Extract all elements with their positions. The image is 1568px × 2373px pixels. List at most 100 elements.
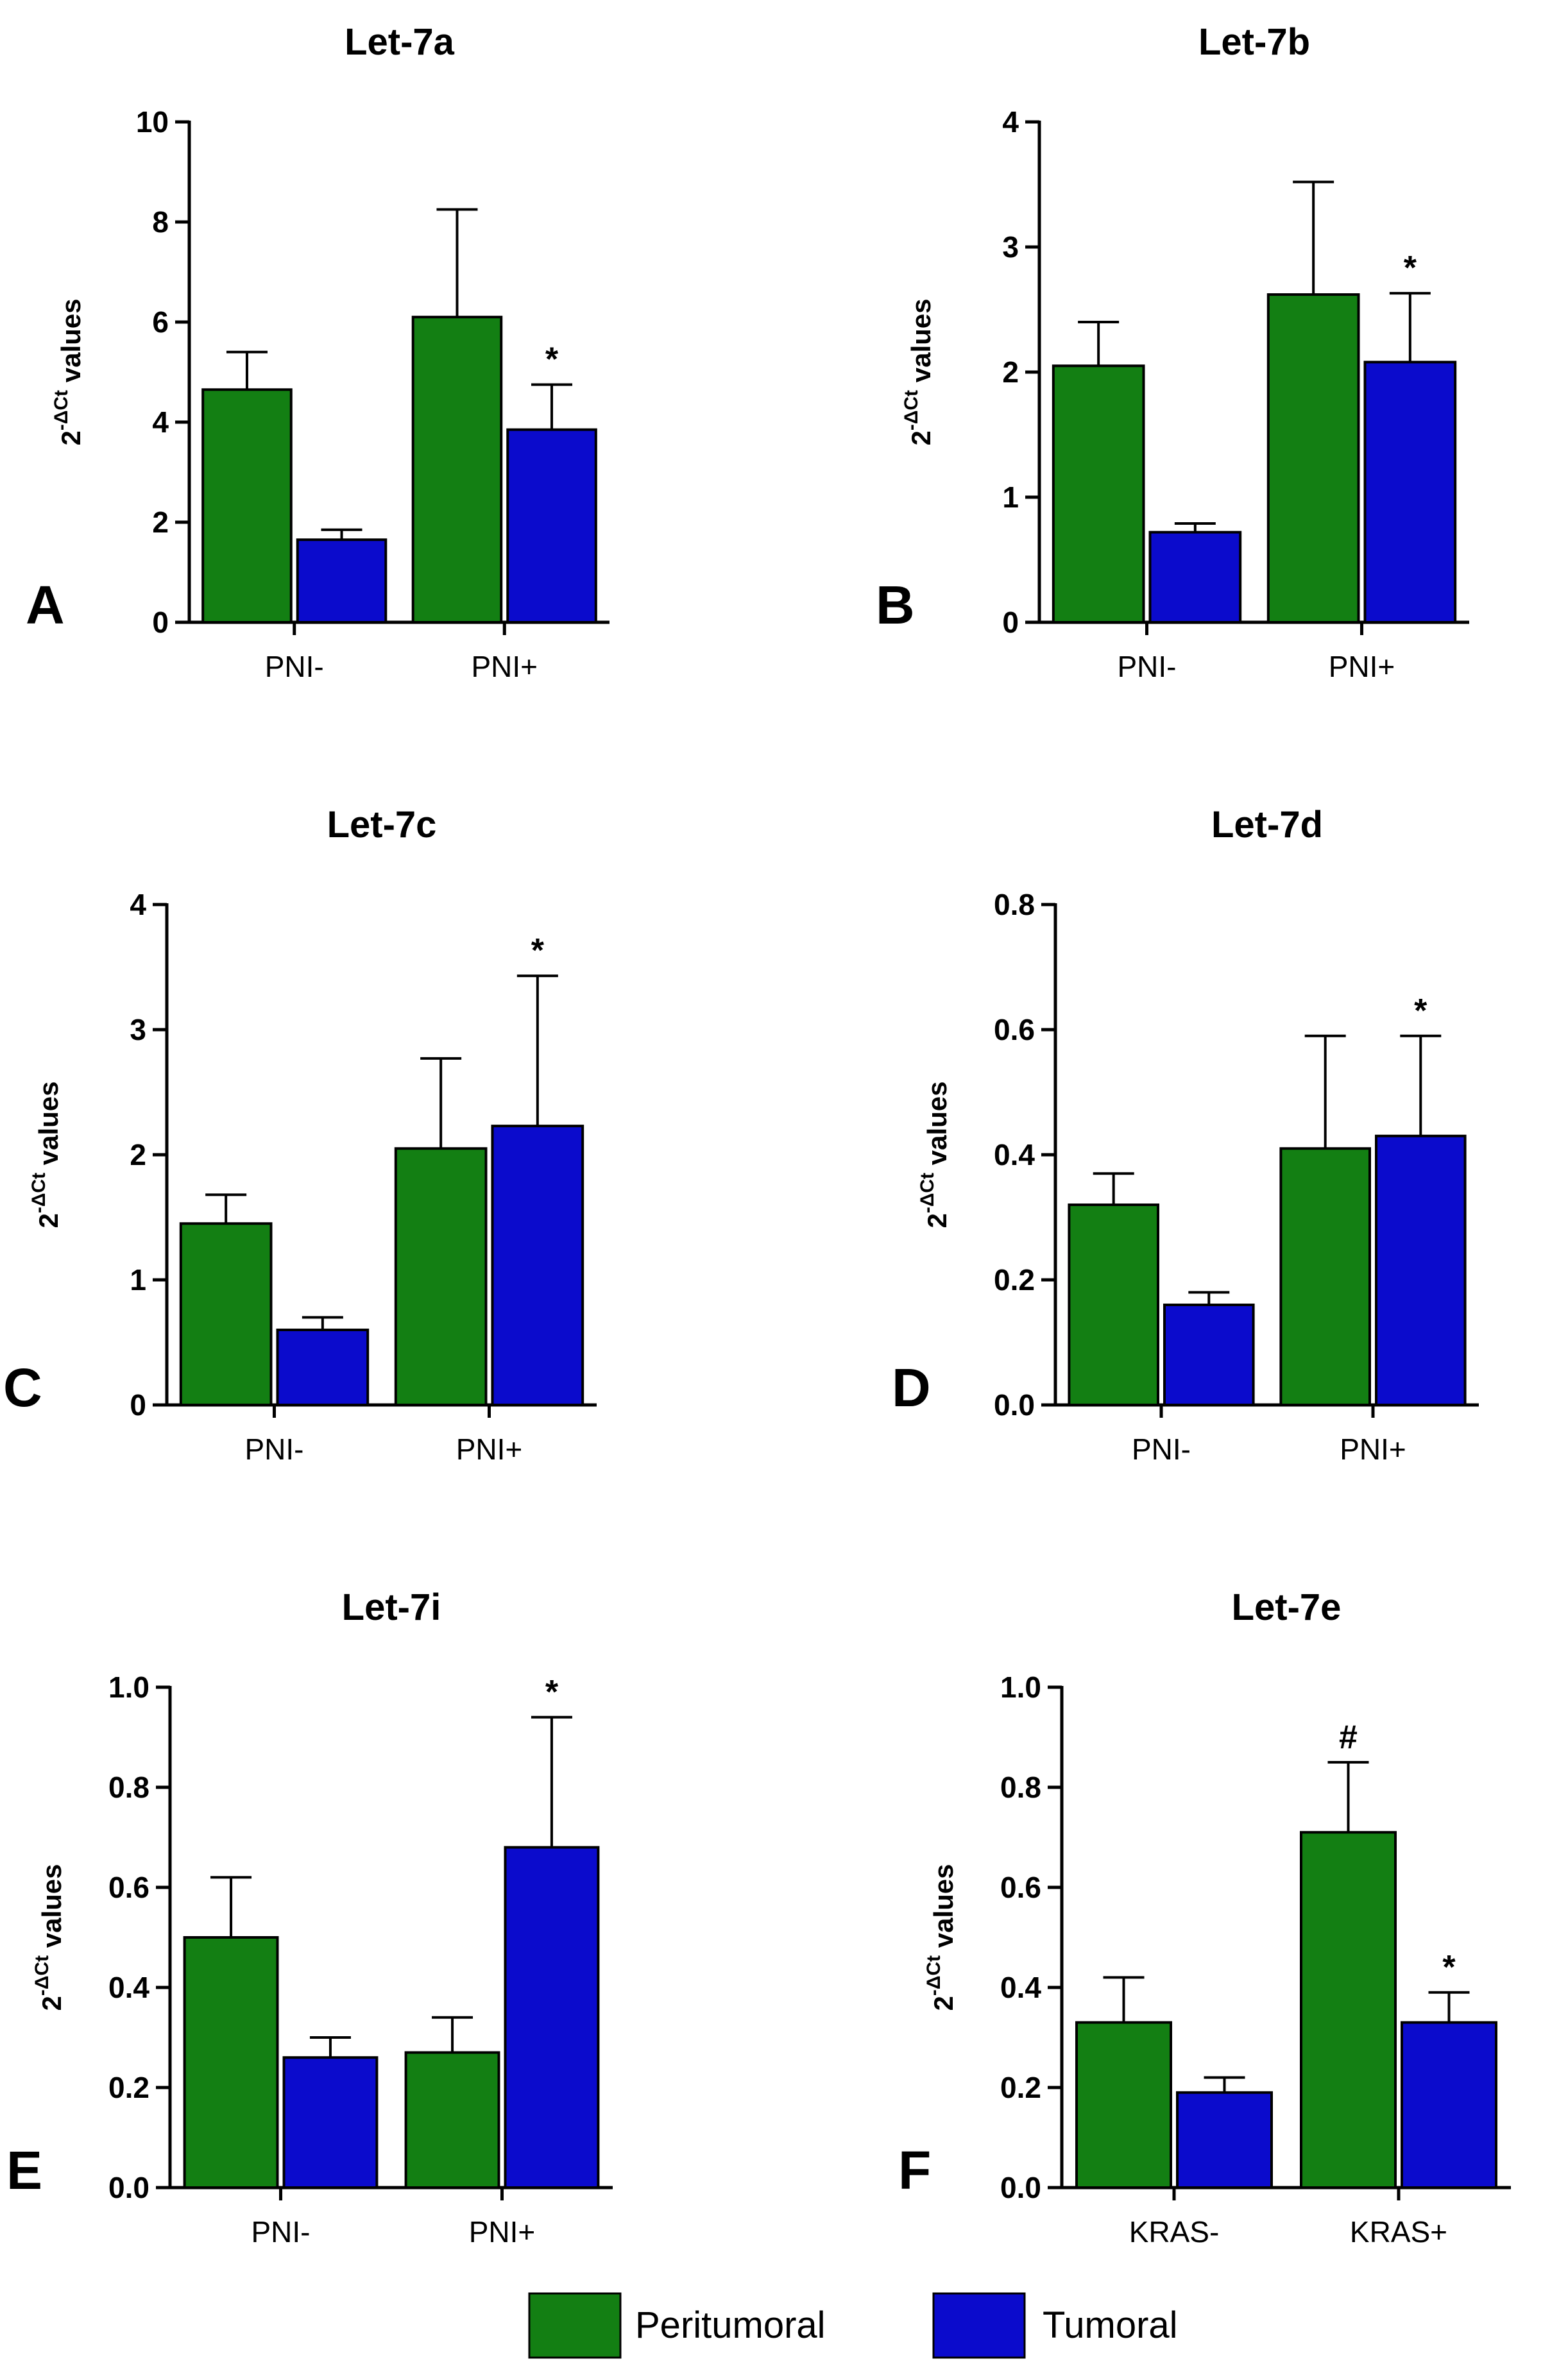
x-category-label: PNI+ (471, 650, 538, 683)
panel-letter: D (892, 1357, 931, 1418)
legend-label-tumoral: Tumoral (1043, 2304, 1178, 2346)
bar-tumoral-pnineg (1163, 1304, 1255, 1406)
y-tick-label: 0 (1002, 606, 1019, 639)
bar-peritumoral-pnipos (1266, 293, 1360, 624)
chart-title: Let-7a (345, 21, 455, 63)
legend: Peritumoral Tumoral (528, 2292, 1178, 2359)
y-axis-label-superscript: -ΔCt (31, 1955, 53, 1996)
y-tick-label: 0.0 (1000, 2171, 1041, 2204)
y-axis-label: 2-ΔCt values (31, 1864, 67, 2011)
bar-tumoral-pnipos (506, 428, 597, 624)
bar-peritumoral-pnineg (183, 1936, 279, 2189)
y-tick-label: 0.2 (108, 2071, 149, 2104)
chart-title: Let-7b (1198, 21, 1310, 63)
bar-peritumoral-pnipos (394, 1147, 488, 1406)
y-tick-label: 0.2 (1000, 2071, 1041, 2104)
bar-peritumoral-pnineg (179, 1222, 273, 1406)
y-tick-label: 0.8 (108, 1771, 149, 1804)
panel-letter: B (876, 575, 915, 635)
y-tick-label: 1.0 (1000, 1671, 1041, 1704)
x-category-label: PNI+ (1329, 650, 1395, 683)
panel-letter: E (6, 2140, 42, 2200)
y-axis-label-superscript: -ΔCt (901, 390, 922, 430)
y-tick-label: 0.4 (1000, 1971, 1041, 2004)
y-axis-label-superscript: -ΔCt (51, 390, 72, 430)
x-category-label: PNI- (245, 1433, 304, 1466)
x-category-label: PNI+ (1340, 1433, 1406, 1466)
y-axis-label-text: values (56, 298, 86, 389)
bar-tumoral-pnipos (1375, 1134, 1467, 1406)
y-tick-label: 0.2 (994, 1263, 1035, 1297)
significance-marker: * (1414, 992, 1427, 1030)
y-tick-label: 4 (152, 405, 169, 439)
bar-peritumoral-pnineg (1068, 1204, 1160, 1406)
y-tick-label: 0.6 (1000, 1871, 1041, 1904)
y-tick-label: 2 (1002, 355, 1019, 389)
y-axis-label-base: 2 (37, 1996, 67, 2011)
x-category-label: PNI- (265, 650, 324, 683)
y-tick-label: 4 (130, 888, 146, 921)
bar-tumoral-pnipos (491, 1125, 584, 1407)
y-tick-label: 1 (1002, 481, 1019, 514)
y-tick-label: 0.0 (108, 2171, 149, 2204)
significance-marker: * (545, 1674, 559, 1711)
y-tick-label: 1.0 (108, 1671, 149, 1704)
significance-marker: # (1339, 1719, 1358, 1756)
y-tick-label: 10 (136, 105, 169, 139)
y-axis-label-base: 2 (33, 1213, 64, 1228)
y-axis-label-superscript: -ΔCt (28, 1173, 49, 1213)
x-category-label: PNI- (1132, 1433, 1191, 1466)
significance-marker: * (1404, 250, 1417, 287)
significance-marker: * (545, 341, 559, 378)
y-tick-label: 2 (152, 506, 169, 539)
y-axis-label-text: values (33, 1081, 64, 1172)
y-tick-label: 0.8 (994, 888, 1035, 921)
y-tick-label: 0.0 (994, 1388, 1035, 1422)
y-tick-label: 3 (1002, 230, 1019, 264)
y-axis-label-superscript: -ΔCt (917, 1173, 938, 1213)
significance-marker: * (531, 932, 545, 969)
y-axis-label-base: 2 (906, 430, 936, 445)
y-axis-label-base: 2 (928, 1996, 959, 2011)
bar-peritumoral-pnipos (404, 2051, 500, 2189)
y-tick-label: 2 (130, 1138, 146, 1171)
bar-peritumoral-pnineg (201, 388, 293, 624)
bar-peritumoral-pnipos (411, 316, 503, 624)
bar-peritumoral-krasneg (1075, 2021, 1172, 2190)
chart-panel-d: Let-7d 0.0 0.2 0.4 0.6 0.8 2-ΔCt values D PNI- PN… (892, 804, 1479, 1466)
bar-peritumoral-pnineg (1052, 364, 1145, 624)
legend-label-peritumoral: Peritumoral (635, 2304, 826, 2346)
legend-swatch-tumoral (932, 2292, 1026, 2359)
chart-title: Let-7c (327, 804, 437, 846)
y-tick-label: 0 (152, 606, 169, 639)
chart-title: Let-7e (1232, 1586, 1342, 1628)
y-axis-label-base: 2 (56, 430, 86, 445)
y-tick-label: 3 (130, 1013, 146, 1046)
bar-tumoral-kraspos (1401, 2021, 1497, 2190)
y-tick-label: 4 (1002, 105, 1019, 139)
y-tick-label: 6 (152, 305, 169, 339)
y-axis-label: 2-ΔCt values (923, 1864, 959, 2011)
x-category-label: PNI- (1118, 650, 1177, 683)
x-category-label: PNI+ (456, 1433, 523, 1466)
bar-tumoral-pnineg (282, 2056, 379, 2189)
y-axis-label: 2-ΔCt values (51, 298, 86, 445)
y-axis-label-text: values (37, 1864, 67, 1955)
y-axis-label-superscript: -ΔCt (923, 1955, 944, 1996)
bar-peritumoral-kraspos (1300, 1831, 1397, 2189)
chart-panel-e: Let-7i 0.0 0.2 0.4 0.6 0.8 1.0 2-ΔCt values E PNI… (6, 1586, 613, 2249)
bar-tumoral-pnineg (276, 1329, 370, 1406)
y-tick-label: 0 (130, 1388, 146, 1422)
y-axis-label: 2-ΔCt values (28, 1081, 64, 1228)
y-axis-label-text: values (928, 1864, 959, 1955)
y-axis-label-base: 2 (922, 1213, 952, 1228)
y-tick-label: 0.6 (994, 1013, 1035, 1046)
bar-tumoral-pnipos (504, 1846, 600, 2190)
bar-peritumoral-pnipos (1279, 1147, 1372, 1406)
y-tick-label: 0.8 (1000, 1771, 1041, 1804)
